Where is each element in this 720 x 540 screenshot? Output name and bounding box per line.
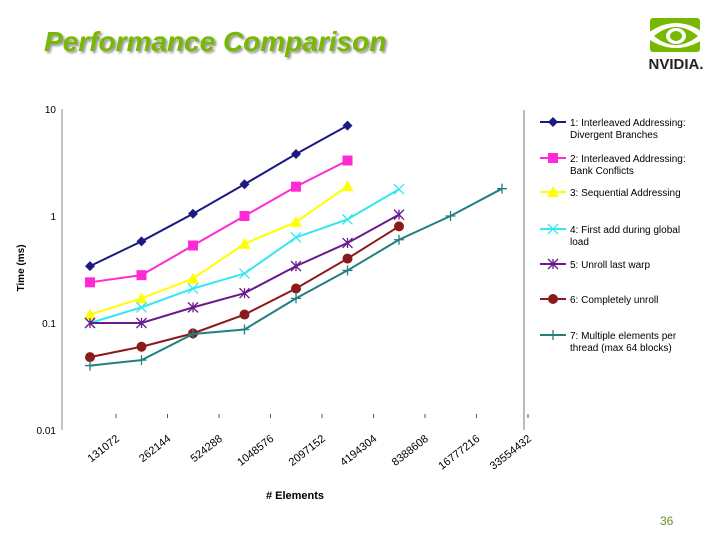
data-point [290,260,302,272]
data-point [187,283,199,294]
data-point [342,120,353,131]
series-line-3 [89,185,349,316]
legend-label: 4: First add during global [570,225,680,236]
y-tick-label: 0.1 [42,319,56,330]
data-point [394,234,404,245]
series-line-2 [89,159,348,284]
legend-label: Bank Conflicts [570,166,634,177]
x-tick-label: 262144 [137,433,173,465]
legend-marker [547,223,559,235]
data-point [342,213,353,225]
legend-label: 3: Sequential Addressing [570,188,681,199]
series-line-7 [89,187,503,367]
data-point [239,179,250,190]
data-point [136,270,147,281]
x-tick-label: 131072 [86,433,122,465]
legend-label: thread (max 64 blocks) [570,343,672,354]
x-tick-label: 8388608 [390,433,431,469]
data-point [497,183,507,194]
data-point [136,236,147,247]
legend-marker [548,153,558,163]
x-tick-label: 4194304 [338,433,379,469]
data-point [85,352,95,363]
data-point [290,232,302,243]
legend-marker [548,330,558,340]
legend-marker [548,117,558,127]
data-point [239,211,250,221]
nvidia-logo: NVIDIA. [636,14,716,76]
x-axis-title: # Elements [266,490,324,502]
data-point [239,309,250,320]
data-point [188,208,198,219]
data-point [188,328,198,339]
x-tick-label: 2097152 [287,433,328,469]
slide-title: Performance Comparison [44,26,387,57]
x-tick-label: 33554432 [488,433,534,473]
data-point [187,301,199,313]
data-point [136,341,147,352]
data-point [393,183,405,195]
data-point [188,240,198,251]
legend-label: 5: Unroll last warp [570,260,650,271]
data-point [342,155,353,166]
legend-label: Divergent Branches [570,130,658,141]
legend-label: load [570,237,589,248]
data-point [136,355,147,366]
legend-label: 1: Interleaved Addressing: [570,118,686,129]
data-point [238,237,251,249]
legend-marker [547,186,559,197]
data-point [135,292,148,304]
legend-marker [548,294,558,304]
y-axis-title: Time (ms) [16,244,27,291]
x-tick-label: 1048576 [235,433,276,469]
legend-label: 6: Completely unroll [570,295,658,306]
data-point [85,360,95,371]
series-line-1 [89,124,348,268]
legend-marker [547,258,559,270]
series-line-5 [90,213,400,324]
data-point [342,237,353,249]
data-point [84,308,96,320]
data-point [291,148,301,159]
data-point [445,211,456,221]
data-point [187,272,199,284]
x-tick-label: 16777216 [436,433,482,473]
legend-label: 7: Multiple elements per [570,331,677,342]
nvidia-eye-logo-icon [644,18,708,52]
data-point [393,209,405,221]
data-point [84,317,96,329]
data-point [136,317,147,329]
data-point [85,277,95,288]
data-point [85,261,95,272]
data-point [291,283,301,294]
data-point [394,221,404,232]
data-point [291,181,301,192]
data-point [239,324,250,335]
y-tick-label: 1 [50,212,56,223]
y-tick-label: 10 [45,105,57,116]
data-point [291,293,301,304]
data-point [136,301,147,313]
data-point [342,265,353,276]
data-point [239,268,250,279]
page-number: 36 [660,514,674,528]
data-point [342,253,353,264]
x-tick-label: 524288 [189,433,225,465]
y-tick-label: 0.01 [37,426,57,437]
legend-label: 2: Interleaved Addressing: [570,154,686,165]
logo-text: NVIDIA. [648,56,704,73]
data-point [239,287,250,299]
data-point [341,180,354,192]
data-point [290,215,302,227]
